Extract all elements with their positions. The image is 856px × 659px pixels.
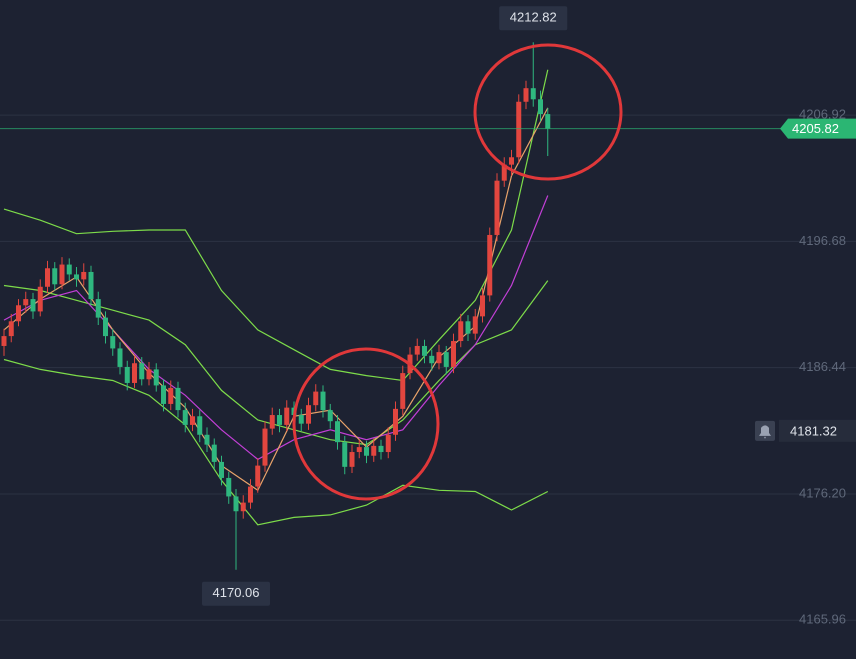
candle-body [364,447,369,456]
candle-body [95,299,101,318]
candle-body [465,321,471,334]
candle-body [269,415,275,429]
candle-body [103,317,108,337]
candle-body [342,442,348,467]
high-label: 4212.82 [510,10,557,25]
candle-body [487,234,493,296]
candle-body [335,421,340,443]
candle-body [59,264,65,285]
candle-body [146,369,152,380]
candle-body [422,345,427,356]
price-tag-label: 4205.82 [792,121,839,136]
candle-body [516,101,522,158]
candle-body [233,496,239,512]
candle-body [327,410,333,422]
candle-body [349,452,355,467]
candle-body [248,486,253,503]
candle-body [451,341,456,367]
candle-body [182,410,188,425]
candle-body [1,336,7,346]
candle-body [74,274,79,280]
candle-body [204,434,210,445]
candle-body [480,295,485,317]
alert-bell [759,425,771,439]
candle-body [81,271,87,280]
y-tick-label: 4176.20 [799,485,846,500]
candle-body [393,408,398,435]
candle-body [88,271,94,300]
candle-body [161,385,166,404]
candle-body [23,299,29,306]
candle-body [8,321,14,337]
candle-body [153,369,159,386]
indicator-line [3,358,549,526]
candle-body [262,428,268,466]
candle-body [30,299,36,312]
indicator-line [3,107,549,492]
low-label-box [202,581,270,606]
candle-body [494,180,500,235]
candle-body [458,321,464,342]
candle-body [284,407,290,425]
candle-body [298,415,304,424]
candle-body [320,391,326,411]
candle-body [378,445,384,453]
indicator-line [3,69,549,382]
price-tag [780,118,856,139]
candle-body [219,461,224,478]
candle-body [190,416,195,425]
candle-body [175,387,181,411]
y-tick-label: 4165.96 [799,612,846,627]
candle-body [124,366,130,383]
candle-body [255,465,261,487]
candle-body [168,387,174,404]
candle-body [538,99,543,115]
candle-body [501,164,507,181]
indicator-line [3,280,549,446]
low-label: 4170.06 [213,585,260,600]
candle-body [400,373,406,409]
highlight-circle [292,347,440,501]
candle-body [45,268,50,287]
candle-body [306,405,311,424]
candle-body [66,264,72,275]
candle-body [37,286,43,312]
candle-body [226,477,232,497]
candle-body [211,444,217,462]
candle-body [139,363,145,380]
candle-body [472,316,478,334]
candle-body [110,336,116,349]
candle-body [197,416,203,435]
candle-body [414,345,420,355]
candle-body [443,352,449,367]
candle-body [530,88,536,100]
highlight-circle [473,43,623,181]
candle-body [436,352,442,364]
candle-body [523,88,529,102]
candle-body [240,502,246,512]
y-tick-label: 4206.92 [799,107,846,122]
alert-label-box [779,419,856,442]
candle-body [117,348,123,367]
candle-body [509,157,514,165]
candle-body [132,363,137,383]
candle-body [429,355,435,364]
candle-body [52,268,58,285]
candle-body [16,305,21,322]
candle-body [313,391,319,406]
candle-body [277,415,282,425]
high-label-box [499,6,568,31]
alert-label: 4181.32 [790,423,837,438]
y-tick-label: 4186.44 [799,359,846,374]
candle-body [545,114,551,129]
y-tick-label: 4196.68 [799,233,846,248]
candle-body [356,447,362,453]
candle-body [371,445,377,456]
indicator-line [3,195,549,461]
candle-body [385,434,391,453]
